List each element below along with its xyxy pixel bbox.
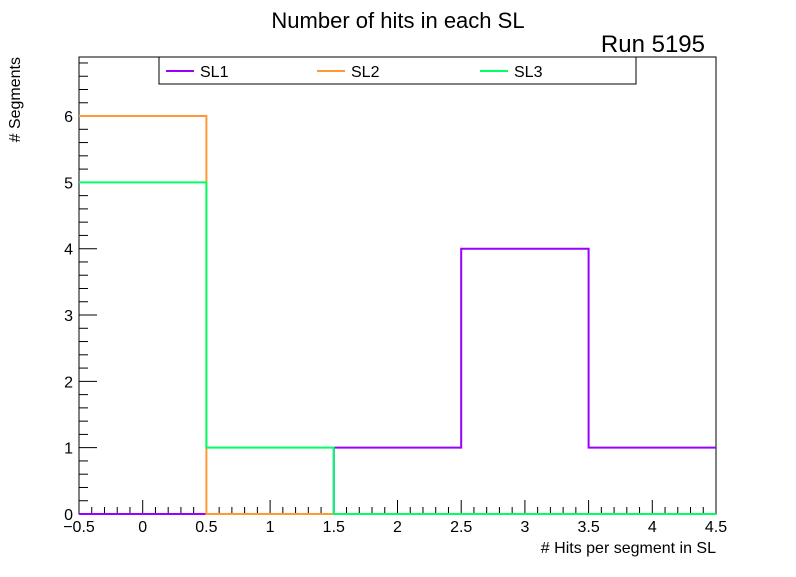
legend-box [158, 56, 637, 85]
legend-label-sl3: SL3 [514, 64, 543, 81]
legend: SL1 SL2 SL3 [158, 56, 637, 85]
plot-frame [78, 56, 717, 515]
y-tick-label: 4 [64, 242, 73, 259]
x-axis-label: # Hits per segment in SL [541, 540, 716, 557]
x-tick-label: 4.5 [705, 519, 727, 536]
y-tick-label: 5 [64, 175, 73, 192]
x-tick-label: 0.5 [195, 519, 217, 536]
x-tick-label: 4 [648, 519, 657, 536]
y-tick-label: 6 [64, 109, 73, 126]
y-tick-label: 1 [64, 441, 73, 458]
y-tick-label: 0 [64, 507, 73, 524]
run-label: Run 5195 [601, 31, 705, 58]
legend-label-sl2: SL2 [351, 64, 380, 81]
x-tick-label: 2.5 [450, 519, 472, 536]
y-tick-label: 3 [64, 308, 73, 325]
x-tick-label: 0 [138, 519, 147, 536]
histogram-sl3 [79, 181, 716, 515]
x-tick-label: 3.5 [577, 519, 599, 536]
x-tick-label: −0.5 [63, 519, 95, 536]
x-tick-label: 2 [393, 519, 402, 536]
y-tick-label: 2 [64, 374, 73, 391]
y-axis-label: # Segments [7, 57, 24, 142]
histogram-sl2 [79, 115, 716, 515]
legend-label-sl1: SL1 [200, 64, 229, 81]
x-tick-label: 1 [266, 519, 275, 536]
chart-title: Number of hits in each SL [271, 8, 524, 33]
x-tick-label: 3 [520, 519, 529, 536]
x-tick-label: 1.5 [323, 519, 345, 536]
histogram-sl1 [79, 247, 716, 515]
